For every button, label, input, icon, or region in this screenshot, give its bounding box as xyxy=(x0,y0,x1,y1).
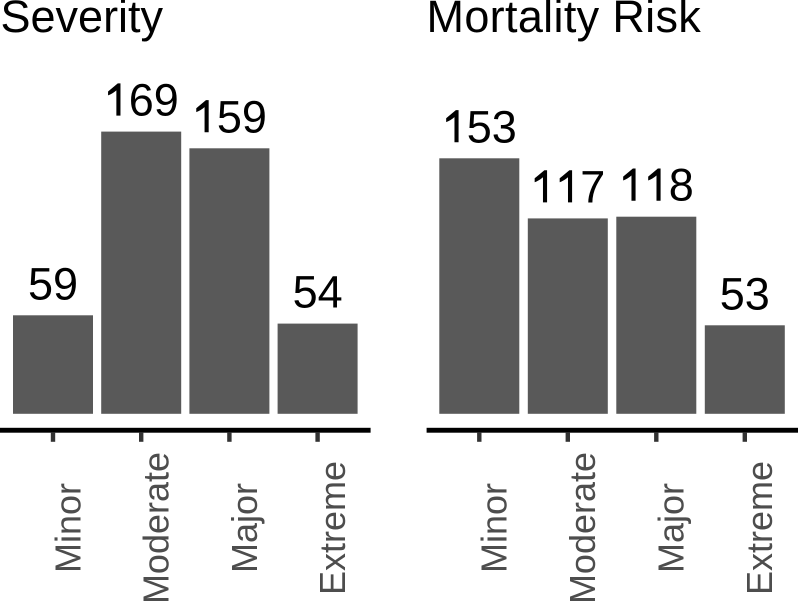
svg-text:Severity: Severity xyxy=(1,0,164,42)
svg-text:8: 8 xyxy=(669,160,694,211)
svg-text:53: 53 xyxy=(467,101,517,152)
svg-text:69: 69 xyxy=(129,75,179,126)
svg-text:Extreme: Extreme xyxy=(312,461,353,595)
svg-text:Moderate: Moderate xyxy=(562,452,603,604)
svg-text:Major: Major xyxy=(224,483,265,573)
svg-text:7: 7 xyxy=(580,161,605,212)
svg-text:59: 59 xyxy=(28,258,78,309)
svg-text:54: 54 xyxy=(293,267,343,318)
svg-text:53: 53 xyxy=(720,268,770,319)
svg-text:Minor: Minor xyxy=(474,483,515,573)
svg-text:Minor: Minor xyxy=(47,483,88,573)
svg-text:Mortality Risk: Mortality Risk xyxy=(427,0,702,42)
svg-text:Major: Major xyxy=(651,483,692,573)
svg-text:Moderate: Moderate xyxy=(136,452,177,604)
svg-text:59: 59 xyxy=(217,91,267,142)
svg-text:Extreme: Extreme xyxy=(739,461,780,595)
